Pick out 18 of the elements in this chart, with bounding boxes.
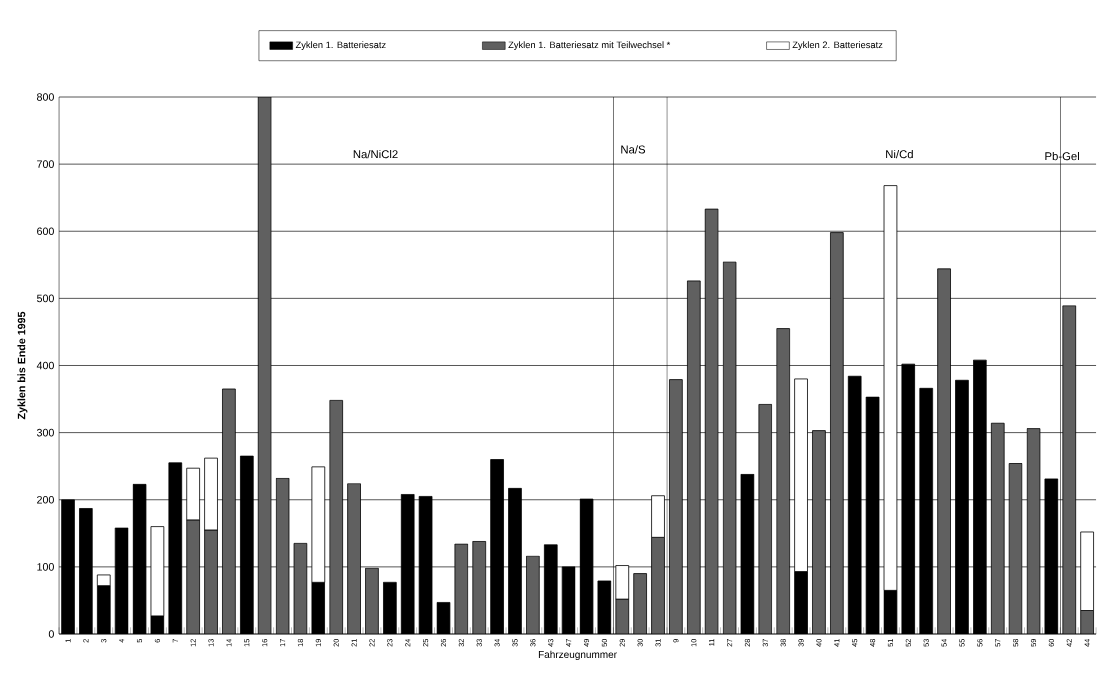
annotation: Na/S bbox=[621, 145, 646, 154]
legend-label: Zyklen 1. Batteriesatz mit Teilwechsel * bbox=[508, 41, 671, 51]
y-tick-label: 500 bbox=[36, 294, 54, 303]
y-tick-label: 0 bbox=[48, 630, 54, 638]
annotation: Na/NiCl2 bbox=[353, 149, 398, 159]
y-tick-label: 300 bbox=[36, 428, 54, 437]
y-tick-label: 700 bbox=[37, 160, 54, 168]
y-axis-title: Zyklen bis Ende 1995 bbox=[17, 311, 28, 420]
annotation: Pb-Gel bbox=[1045, 151, 1079, 161]
annotation: Ni/Cd bbox=[886, 149, 913, 159]
y-tick-label: 100 bbox=[37, 563, 54, 571]
x-axis-title: Fahrzeugnummer bbox=[538, 650, 617, 661]
legend-label: Zyklen 2. Batteriesatz bbox=[792, 41, 883, 51]
y-tick-label: 600 bbox=[37, 227, 54, 236]
legend-label: Zyklen 1. Batteriesatz bbox=[295, 41, 386, 51]
y-tick-label: 800 bbox=[37, 93, 54, 101]
y-tick-label: 200 bbox=[37, 495, 54, 504]
y-tick-label: 400 bbox=[36, 361, 54, 370]
